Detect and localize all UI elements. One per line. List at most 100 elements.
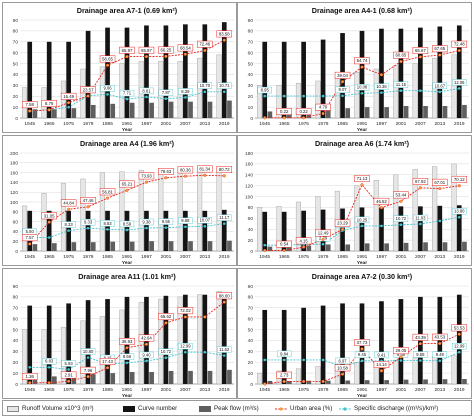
label-box-specific <box>119 89 135 97</box>
data-label-urban: 78.63 <box>161 169 172 174</box>
bar-runoff <box>99 66 105 119</box>
label-box-urban <box>373 361 390 368</box>
point-urban-area <box>105 63 110 67</box>
point-specific-discharge <box>203 225 207 228</box>
bar-runoff <box>99 316 105 385</box>
chart-title: Drainage area A7-2 (0.30 km²) <box>312 272 413 281</box>
label-box-specific <box>354 216 370 224</box>
label-box-specific <box>100 85 115 92</box>
point-specific-discharge <box>457 215 461 219</box>
label-box-urban <box>138 46 155 54</box>
point-specific-discharge <box>380 224 383 228</box>
point-urban-area <box>183 174 187 178</box>
data-label-urban: 81.34 <box>199 166 210 171</box>
point-specific-discharge <box>360 92 364 95</box>
bar-runoff <box>177 167 183 252</box>
y-tick-label: 60 <box>13 50 19 56</box>
data-label-specific: 9.40 <box>142 352 151 357</box>
bar-curve-number <box>46 305 52 384</box>
bar-runoff <box>138 302 144 385</box>
data-label-specific: 9.33 <box>84 220 93 225</box>
line-urban-area <box>264 183 460 251</box>
x-tick-label: 1997 <box>376 387 387 393</box>
bar-curve-number <box>359 30 365 119</box>
point-specific-discharge <box>145 226 148 230</box>
chart-svg-a6: Drainage area A6 (1.74 km²) 0 20 40 60 80 100 1… <box>245 139 469 266</box>
bar-peak-flow <box>90 242 96 251</box>
bar-runoff <box>80 68 86 119</box>
bar-runoff <box>60 183 67 252</box>
y-tick-label: 70 <box>248 40 254 46</box>
bar-runoff <box>158 298 164 385</box>
data-label-specific: 9.58 <box>397 352 406 357</box>
bar-curve-number <box>183 210 188 251</box>
bar-peak-flow <box>384 107 389 118</box>
y-tick-label: 0 <box>250 116 253 122</box>
bar-runoff <box>412 357 418 385</box>
line-urban-area <box>29 301 225 384</box>
label-box-urban <box>315 229 331 237</box>
data-label-specific: 7.71 <box>123 91 132 96</box>
x-axis-label: Year <box>357 260 367 266</box>
data-label-urban: 65.21 <box>122 181 133 186</box>
point-specific-discharge <box>222 90 226 94</box>
label-box-urban <box>295 237 312 245</box>
y-tick-label: 80 <box>248 205 254 211</box>
bar-peak-flow <box>207 241 213 251</box>
bar-peak-flow <box>90 104 96 118</box>
y-tick-label: 90 <box>248 18 254 24</box>
data-label-specific: 8.61 <box>142 88 151 93</box>
x-tick-label: 2013 <box>199 387 210 393</box>
label-box-urban <box>451 40 468 48</box>
label-box-urban <box>119 338 135 345</box>
point-specific-discharge <box>184 96 187 99</box>
data-label-urban: 72.48 <box>454 42 465 47</box>
label-box-urban <box>80 86 96 94</box>
x-tick-label: 1979 <box>83 121 94 127</box>
bar-peak-flow <box>345 380 351 384</box>
bar-peak-flow <box>325 244 331 251</box>
bar-runoff <box>177 296 183 385</box>
bar-peak-flow <box>71 242 77 251</box>
data-label-urban: 29.05 <box>396 348 407 353</box>
bar-curve-number <box>262 211 268 251</box>
bar-peak-flow <box>403 242 409 251</box>
x-tick-label: 2019 <box>454 387 465 393</box>
line-specific-discharge <box>29 91 225 112</box>
data-label-urban: 60.65 <box>396 53 407 58</box>
y-tick-label: 60 <box>13 316 19 322</box>
bar-runoff <box>80 178 86 252</box>
x-tick-label: 2019 <box>454 121 465 127</box>
bar-curve-number <box>202 210 208 251</box>
data-label-specific: 10.36 <box>376 84 387 89</box>
bar-peak-flow <box>227 240 232 251</box>
label-box-specific <box>393 215 409 222</box>
x-tick-label: 1975 <box>63 121 74 127</box>
y-tick-label: 40 <box>248 338 254 344</box>
point-specific-discharge <box>125 228 129 232</box>
bar-curve-number <box>85 300 91 384</box>
bar-peak-flow <box>287 380 292 384</box>
x-tick-label: 1985 <box>337 254 348 260</box>
bar-runoff <box>257 207 263 252</box>
bar-curve-number <box>320 305 326 384</box>
point-urban-area <box>360 183 364 187</box>
bar-peak-flow <box>384 380 389 384</box>
x-tick-label: 2013 <box>434 121 445 127</box>
y-tick-label: 10 <box>248 371 254 377</box>
label-box-urban <box>393 191 409 199</box>
label-box-urban <box>216 292 233 300</box>
point-urban-area <box>360 347 364 351</box>
bar-peak-flow <box>207 101 213 118</box>
label-box-urban <box>99 55 116 63</box>
point-urban-area <box>263 248 267 253</box>
line-specific-discharge <box>29 223 225 238</box>
point-specific-discharge <box>457 87 461 90</box>
bar-curve-number <box>418 27 423 118</box>
y-tick-label: 60 <box>248 316 254 322</box>
chart-svg-a7-1: Drainage area A7-1 (0.69 km²) 0 10 20 30 40 50… <box>13 6 234 133</box>
x-tick-label: 2001 <box>396 121 407 127</box>
bar-runoff <box>334 364 340 385</box>
point-urban-area <box>144 55 149 59</box>
point-specific-discharge <box>184 225 187 229</box>
